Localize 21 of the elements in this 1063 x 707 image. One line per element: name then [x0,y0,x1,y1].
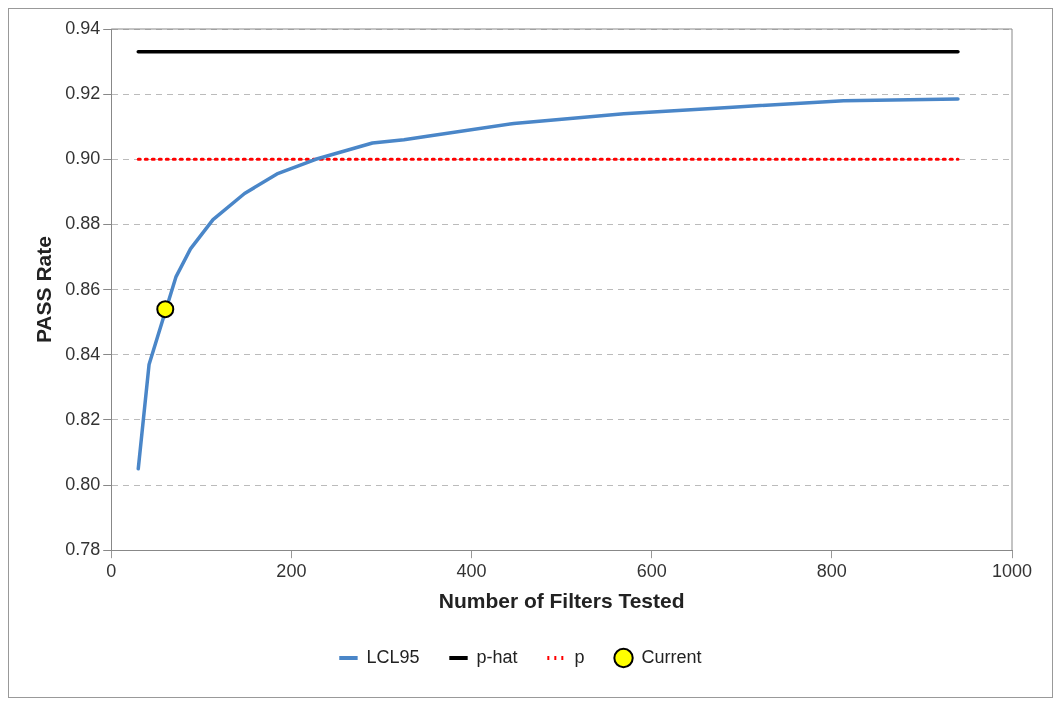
x-tick-label: 200 [276,560,307,581]
legend-label: LCL95 [366,646,420,667]
x-tick-label: 800 [816,560,847,581]
y-tick-label: 0.92 [65,83,101,104]
legend-label: p [574,646,585,667]
x-axis-title: Number of Filters Tested [438,589,685,613]
x-tick-label: 400 [456,560,487,581]
y-tick-label: 0.82 [65,408,101,429]
x-tick-label: 600 [636,560,667,581]
y-tick-label: 0.90 [65,148,101,169]
y-tick-label: 0.84 [65,343,101,364]
y-axis-title: PASS Rate [32,236,56,344]
y-tick-label: 0.80 [65,474,101,495]
x-tick-label: 1000 [991,560,1033,581]
y-tick-label: 0.78 [65,539,101,560]
y-tick-label: 0.88 [65,213,101,234]
y-tick-label: 0.94 [65,17,101,38]
legend-label: Current [641,646,702,667]
x-tick-label: 0 [106,560,117,581]
y-tick-label: 0.86 [65,278,101,299]
legend-label: p-hat [476,646,518,667]
